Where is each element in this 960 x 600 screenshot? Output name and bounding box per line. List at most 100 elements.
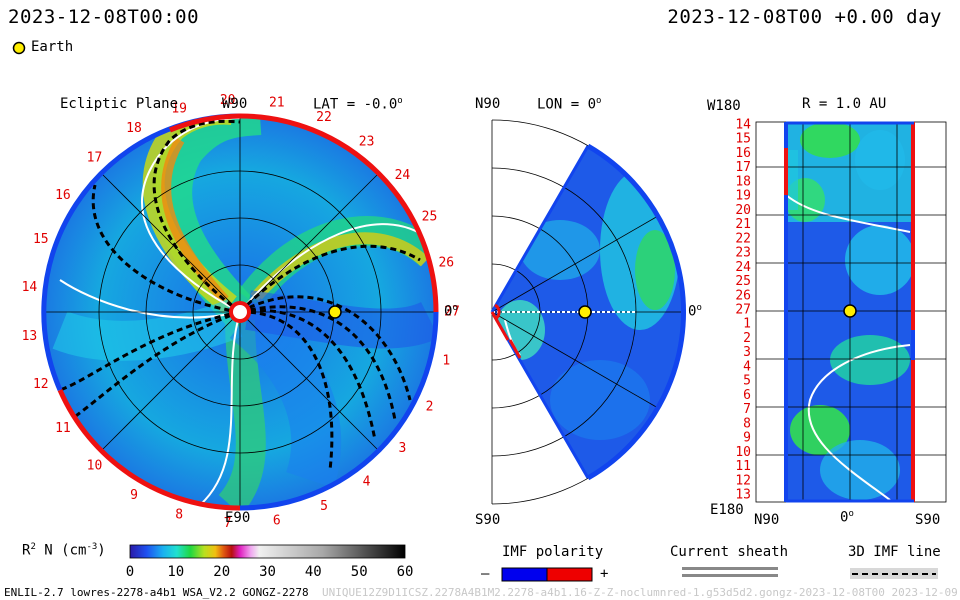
colorbar [129,544,406,559]
carrington-label: 5 [320,499,328,514]
density-field [44,116,436,508]
radial-row-label: 14 [735,118,751,133]
radial-bottom-label: E180 [710,502,744,518]
carrington-label: 25 [422,209,438,224]
carrington-label: 8 [175,508,183,523]
radial-row-label: 25 [735,274,751,289]
carrington-label: 26 [438,256,454,271]
imf-minus-swatch [501,567,548,582]
sun-marker [229,301,251,323]
radial-row-label: 10 [735,445,751,460]
radial-row-labels: 1415161718192021222324252627123456789101… [735,118,751,503]
carrington-label: 12 [33,377,49,392]
earth-marker-radial [843,304,857,318]
radial-row-label: 9 [743,431,751,446]
colorbar-label: R2 N (cm-3) [22,542,106,559]
carrington-label: 14 [22,280,38,295]
imf-line-title: 3D IMF line [848,544,941,560]
radial-panel: 1415161718192021222324252627123456789101… [735,118,947,503]
radial-row-label: 19 [735,189,751,204]
radial-row-label: 8 [743,416,751,431]
footer-left: ENLIL-2.7 lowres-2278-a4b1 WSA_V2.2 GONG… [4,586,309,599]
radial-row-label: 1 [743,317,751,332]
radial-row-label: 2 [743,331,751,346]
imf-minus-label: – [481,566,490,582]
carrington-label: 27 [444,305,460,320]
colorbar-tick: 40 [305,564,322,580]
timestamp-left: 2023-12-08T00:00 [8,6,200,28]
radial-row-label: 20 [735,203,751,218]
carrington-label: 11 [55,421,71,436]
carrington-label: 20 [220,93,236,108]
carrington-label: 3 [398,441,406,456]
earth-marker-ecliptic [328,305,342,319]
carrington-label: 10 [87,459,103,474]
ecliptic-top-label: W90 [222,96,248,112]
meridional-right-label: 0o [688,303,702,320]
meridional-lon-label: LON = 0o [537,96,602,113]
colorbar-tick: 60 [397,564,414,580]
carrington-label: 17 [87,150,103,165]
colorbar-tick: 50 [351,564,368,580]
carrington-label: 22 [316,110,332,125]
radial-row-label: 21 [735,217,751,232]
radial-top-label: W180 [707,98,741,114]
radial-row-label: 15 [735,132,751,147]
radial-x-left: N90 [754,512,780,528]
carrington-label: 6 [273,513,281,528]
radial-row-label: 26 [735,288,751,303]
carrington-label: 18 [126,121,142,136]
ecliptic-bottom-label: E90 [225,510,251,526]
timestamp-right: 2023-12-08T00 +0.00 day [667,6,942,28]
carrington-label: 13 [22,329,38,344]
colorbar-tick: 30 [259,564,276,580]
meridional-top-label: N90 [475,96,501,112]
colorbar-tick: 10 [167,564,184,580]
radial-row-label: 24 [735,260,751,275]
radial-row-label: 22 [735,231,751,246]
meridional-bottom-label: S90 [475,512,501,528]
carrington-label: 1 [442,353,450,368]
imf-plus-label: + [600,566,609,582]
footer-right: UNIQUE12Z9D1ICSZ.2278A4B1M2.2278-a4b1.16… [322,586,958,599]
sheath-swatch [682,567,778,577]
radial-row-label: 4 [743,359,751,374]
radial-title: R = 1.0 AU [802,96,887,112]
carrington-label: 7 [224,516,232,531]
current-sheath-title: Current sheath [670,544,789,560]
carrington-labels: 20 21222324252627123456789101112131415161… [22,93,460,531]
carrington-label: 2 [426,400,434,415]
radial-row-label: 23 [735,246,751,261]
carrington-label: 15 [33,232,49,247]
colorbar-tick: 0 [126,564,134,580]
imf-plus-swatch [546,567,593,582]
ecliptic-title: Ecliptic Plane [60,96,179,112]
imf-line-swatch [850,568,938,579]
carrington-label: 9 [130,488,138,503]
radial-row-label: 6 [743,388,751,403]
colorbar-tick: 20 [213,564,230,580]
ecliptic-right-label: 0o [444,303,458,320]
radial-row-label: 16 [735,146,751,161]
radial-row-label: 7 [743,402,751,417]
radial-row-label: 12 [735,473,751,488]
radial-row-label: 5 [743,374,751,389]
earth-legend-icon [12,41,26,55]
radial-row-label: 18 [735,174,751,189]
carrington-label: 4 [363,475,371,490]
carrington-label: 16 [55,188,71,203]
meridional-panel [490,119,686,505]
radial-row-label: 3 [743,345,751,360]
carrington-label: 23 [359,134,375,149]
ecliptic-panel: 20 21222324252627123456789101112131415161… [22,93,460,531]
radial-row-label: 11 [735,459,751,474]
carrington-label: 21 [269,96,285,111]
carrington-label: 19 [171,101,187,116]
imf-polarity-title: IMF polarity [502,544,604,560]
earth-marker-meridional [578,305,592,319]
colorbar-ticks: 0 10 20 30 40 50 60 [126,564,414,580]
radial-x-mid: 0o [840,509,854,526]
ecliptic-lat-label: LAT = -0.0o [313,96,403,113]
radial-row-label: 13 [735,488,751,503]
